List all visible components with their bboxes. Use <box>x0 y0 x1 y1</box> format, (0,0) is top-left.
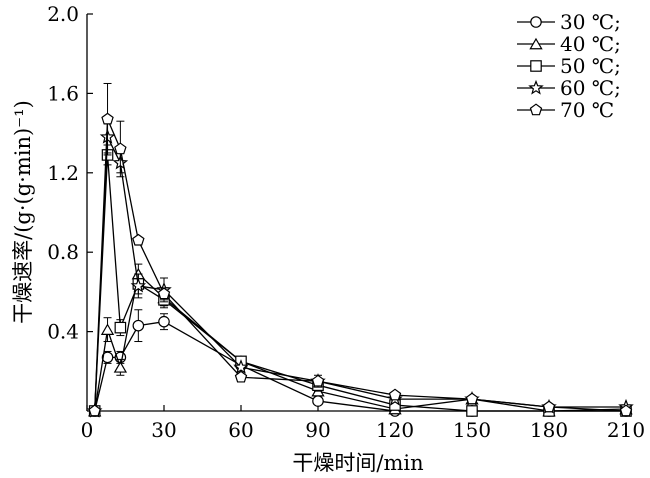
data-point-pentagon <box>132 233 145 246</box>
y-tick-label: 1.6 <box>47 81 79 105</box>
data-point-pentagon <box>465 392 479 405</box>
y-tick-label: 0.4 <box>47 320 79 344</box>
data-point-pentagon <box>311 374 325 387</box>
series-line-star <box>94 134 626 412</box>
x-tick-label: 210 <box>607 418 645 442</box>
x-tick-label: 120 <box>376 418 414 442</box>
data-point-pentagon <box>101 112 114 125</box>
legend-label: 50 ℃; <box>560 54 621 78</box>
data-point-star <box>233 359 249 374</box>
series-circle <box>88 309 632 417</box>
data-point-pentagon <box>234 370 248 383</box>
series-star <box>86 120 634 418</box>
series-square <box>88 144 632 417</box>
axes <box>86 14 630 412</box>
series-triangle <box>88 263 633 417</box>
data-point-pentagon <box>542 400 556 413</box>
data-point-circle <box>132 319 145 332</box>
series-line-circle <box>94 321 626 412</box>
data-point-square <box>114 321 127 334</box>
x-tick-label: 0 <box>81 418 94 442</box>
legend-item: 60 ℃; <box>517 76 621 100</box>
legend-label: 70 ℃ <box>560 98 614 122</box>
data-point-pentagon <box>114 142 127 155</box>
legend-item: 50 ℃; <box>517 54 621 78</box>
legend: 30 ℃;40 ℃;50 ℃;60 ℃;70 ℃ <box>517 10 621 122</box>
data-point-star <box>130 277 147 293</box>
legend-label: 60 ℃; <box>560 76 621 100</box>
legend-label: 40 ℃; <box>560 32 621 56</box>
y-tick-label: 2.0 <box>47 2 79 26</box>
y-tick-label: 1.2 <box>47 161 79 185</box>
data-point-circle <box>158 315 170 328</box>
x-tick-label: 180 <box>530 418 568 442</box>
legend-item: 70 ℃ <box>517 98 614 122</box>
series-pentagon <box>88 82 633 417</box>
x-tick-label: 30 <box>151 418 176 442</box>
data-point-pentagon <box>88 404 101 417</box>
legend-marker-circle <box>530 16 542 28</box>
x-tick-label: 60 <box>228 418 253 442</box>
y-tick-label: 0.8 <box>47 240 79 264</box>
y-axis-title: 干燥速率/(g·(g·min)⁻¹) <box>11 100 35 324</box>
legend-marker-square <box>530 60 542 72</box>
y-ticks: 0.4 0.8 1.2 1.6 2.0 <box>47 2 93 344</box>
legend-item: 30 ℃; <box>517 10 621 34</box>
data-point-square <box>466 405 478 417</box>
data-point-circle <box>312 395 324 407</box>
legend-marker-triangle <box>529 37 543 50</box>
x-tick-label: 90 <box>305 418 330 442</box>
data-point-pentagon <box>157 287 171 300</box>
series-group <box>86 82 634 418</box>
legend-marker-star <box>528 79 544 95</box>
data-point-circle <box>101 351 114 364</box>
data-point-triangle <box>113 361 128 373</box>
data-point-triangle <box>100 323 115 335</box>
legend-marker-pentagon <box>529 103 543 116</box>
x-axis-title: 干燥时间/min <box>292 451 423 475</box>
series-line-square <box>94 154 626 412</box>
data-point-pentagon <box>388 388 402 401</box>
x-ticks: 0 30 60 90 120 150 180 210 <box>81 405 645 442</box>
legend-item: 40 ℃; <box>517 32 621 56</box>
legend-label: 30 ℃; <box>560 10 621 34</box>
series-line-pentagon <box>94 118 627 412</box>
x-tick-label: 150 <box>453 418 491 442</box>
data-point-pentagon <box>619 404 633 417</box>
